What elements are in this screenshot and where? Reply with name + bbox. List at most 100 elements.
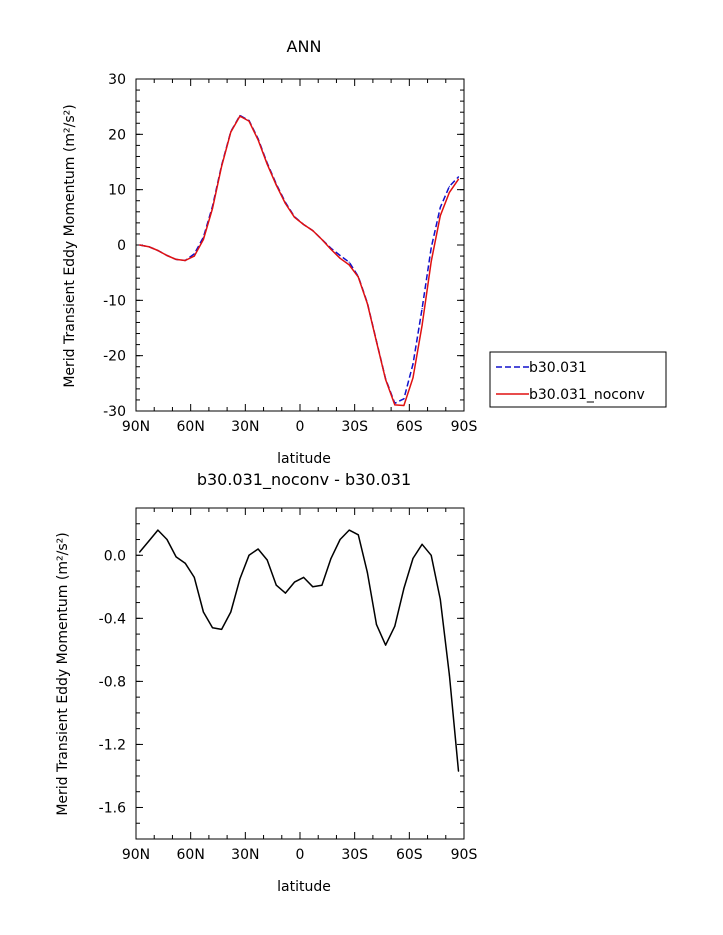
x-tick-label: 0 [296, 419, 305, 435]
top-series-point-1 [330, 248, 332, 250]
top-series-point-1 [357, 276, 359, 278]
bottom-chart-ticks: 90N 60N 30N 0 30S 60S 90S 0.0 -0.4 -0.8 -1.2 -1.6 [99, 507, 478, 863]
x-tick-label: 60N [177, 419, 205, 435]
top-series-point-0 [348, 261, 350, 263]
legend-label-b30-031: b30.031 [529, 360, 587, 376]
top-series-point-0 [412, 363, 414, 365]
bottom-series-point-0 [330, 557, 332, 560]
bottom-chart-frame [135, 507, 465, 840]
x-tick-label: 60S [396, 847, 423, 863]
y-tick-label: 0.0 [104, 548, 126, 564]
legend: b30.031 b30.031_noconv [489, 351, 667, 408]
bottom-series-point-0 [348, 529, 350, 531]
bottom-series-point-0 [202, 611, 204, 613]
y-tick-label: -1.6 [99, 800, 126, 816]
bottom-series-point-0 [412, 557, 414, 560]
top-chart-ylabel: Merid Transient Eddy Momentum (m²/s²) [62, 104, 78, 387]
bottom-series-point-0 [457, 770, 460, 772]
top-series-point-1 [421, 324, 423, 326]
y-tick-label: -10 [103, 293, 126, 309]
bottom-series-point-0 [157, 529, 159, 531]
bottom-series-point-0 [166, 538, 168, 541]
legend-box [489, 351, 667, 408]
x-tick-label: 60N [177, 847, 205, 863]
x-tick-label: 30N [231, 847, 259, 863]
top-series-point-1 [412, 377, 414, 379]
bottom-series-point-0 [148, 540, 150, 542]
y-tick-label: -0.4 [99, 611, 126, 627]
x-tick-label: 90S [451, 847, 478, 863]
top-series-point-1 [439, 215, 441, 217]
y-tick-label: 10 [108, 183, 126, 199]
legend-label-b30-031-noconv: b30.031_noconv [529, 387, 645, 403]
bottom-series-point-0 [221, 628, 223, 631]
x-tick-label: 90S [451, 419, 478, 435]
top-series-point-1 [366, 303, 368, 305]
top-series-point-1 [230, 131, 232, 133]
top-series-point-1 [148, 246, 150, 248]
top-chart-title: ANN [287, 37, 322, 56]
y-tick-label: 20 [108, 127, 126, 143]
top-series-point-1 [157, 249, 159, 252]
bottom-series-point-0 [439, 598, 441, 601]
bottom-series-point-0 [403, 587, 405, 590]
top-series-point-1 [211, 207, 214, 210]
top-series-point-1 [303, 223, 305, 226]
top-chart-xlabel: latitude [277, 451, 331, 467]
bottom-series-point-0 [430, 554, 432, 556]
bottom-chart: b30.031_noconv - b30.031 Merid Transient… [55, 470, 477, 895]
y-tick-label: -20 [103, 349, 126, 365]
bottom-series-point-0 [385, 644, 387, 646]
top-series-line-1 [139, 115, 460, 407]
top-chart-lines [139, 114, 460, 407]
y-tick-label: -1.2 [99, 737, 126, 753]
bottom-series-point-0 [421, 543, 423, 545]
y-tick-label: -0.8 [99, 674, 126, 690]
bottom-series-point-0 [284, 592, 286, 594]
x-tick-label: 30S [341, 419, 368, 435]
top-series-point-1 [266, 163, 268, 165]
top-series-point-1 [275, 184, 277, 186]
bottom-series-point-0 [257, 548, 259, 550]
y-tick-label: -30 [103, 404, 126, 420]
top-series-point-0 [403, 398, 405, 400]
x-tick-label: 30S [341, 847, 368, 863]
top-series-point-1 [339, 257, 341, 259]
y-tick-label: 0 [117, 238, 126, 254]
x-tick-label: 90N [122, 419, 150, 435]
bottom-chart-lines [139, 529, 460, 772]
bottom-series-point-0 [193, 576, 195, 579]
top-series-point-0 [421, 308, 423, 310]
x-tick-label: 90N [122, 847, 150, 863]
bottom-series-point-0 [366, 572, 368, 574]
top-series-point-1 [202, 238, 204, 241]
bottom-series-point-0 [394, 625, 396, 627]
top-series-point-1 [139, 244, 141, 246]
top-series-point-1 [312, 230, 314, 232]
bottom-series-line-0 [139, 529, 460, 772]
top-series-point-1 [321, 238, 323, 241]
top-series-point-0 [439, 206, 441, 208]
top-series-point-1 [430, 261, 432, 263]
bottom-series-point-0 [339, 538, 341, 541]
top-series-point-1 [284, 202, 286, 205]
bottom-series-point-0 [184, 562, 186, 564]
top-series-point-1 [175, 258, 177, 260]
x-tick-label: 0 [296, 847, 305, 863]
bottom-series-point-0 [275, 584, 277, 586]
top-series-point-1 [394, 404, 396, 406]
top-series-point-1 [239, 115, 241, 117]
bottom-series-point-0 [175, 556, 177, 558]
top-series-point-1 [221, 165, 223, 167]
bottom-chart-ylabel: Merid Transient Eddy Momentum (m²/s²) [55, 532, 71, 815]
bottom-chart-title: b30.031_noconv - b30.031 [197, 470, 411, 490]
top-series-point-1 [348, 264, 350, 266]
top-series-point-0 [448, 185, 450, 187]
top-chart-ticks: 90N 60N 30N 0 30S 60S 90S 30 20 10 0 -10 -20 -30 [103, 72, 477, 435]
bottom-series-point-0 [448, 674, 450, 676]
bottom-chart-xlabel: latitude [277, 879, 331, 895]
bottom-series-point-0 [375, 624, 378, 626]
top-series-point-1 [248, 120, 250, 122]
top-chart: ANN Merid Transient Eddy Momentum (m²/s²… [62, 37, 477, 467]
